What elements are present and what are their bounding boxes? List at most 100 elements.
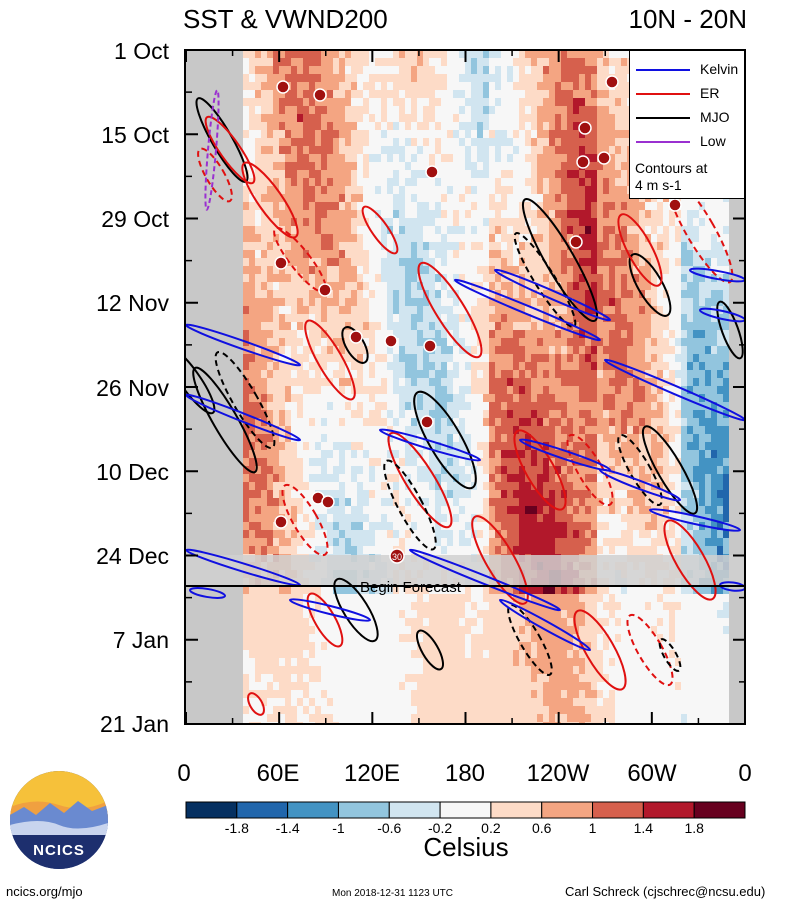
sst-cell: [459, 338, 465, 346]
sst-cell: [411, 498, 417, 506]
sst-cell: [339, 58, 345, 66]
sst-cell: [513, 530, 519, 538]
sst-cell: [279, 330, 285, 338]
sst-cell: [297, 274, 303, 282]
sst-cell: [369, 330, 375, 338]
sst-cell: [489, 210, 495, 218]
sst-cell: [435, 386, 441, 394]
sst-cell: [333, 146, 339, 154]
sst-cell: [297, 186, 303, 194]
sst-cell: [699, 234, 705, 242]
sst-cell: [381, 418, 387, 426]
sst-cell: [345, 490, 351, 498]
sst-cell: [507, 170, 513, 178]
sst-cell: [501, 426, 507, 434]
sst-cell: [693, 282, 699, 290]
sst-cell: [291, 322, 297, 330]
sst-cell: [363, 418, 369, 426]
sst-cell: [717, 426, 723, 434]
sst-cell: [555, 130, 561, 138]
sst-cell: [549, 498, 555, 506]
sst-cell: [399, 58, 405, 66]
sst-cell: [351, 274, 357, 282]
sst-cell: [387, 242, 393, 250]
sst-cell: [651, 346, 657, 354]
sst-cell: [513, 138, 519, 146]
sst-cell: [483, 154, 489, 162]
sst-cell: [555, 154, 561, 162]
sst-cell: [567, 186, 573, 194]
sst-cell: [699, 346, 705, 354]
sst-cell: [327, 418, 333, 426]
sst-cell: [573, 282, 579, 290]
sst-cell: [495, 258, 501, 266]
sst-cell: [333, 58, 339, 66]
sst-cell: [279, 162, 285, 170]
sst-cell: [633, 458, 639, 466]
sst-cell: [267, 154, 273, 162]
sst-cell: [393, 298, 399, 306]
sst-cell: [609, 338, 615, 346]
sst-cell: [567, 50, 573, 58]
sst-cell: [465, 218, 471, 226]
sst-cell: [507, 146, 513, 154]
sst-cell: [489, 506, 495, 514]
sst-cell: [711, 362, 717, 370]
sst-cell: [375, 234, 381, 242]
sst-cell: [315, 338, 321, 346]
sst-cell: [279, 202, 285, 210]
sst-cell: [297, 386, 303, 394]
sst-cell: [621, 330, 627, 338]
sst-cell: [327, 434, 333, 442]
sst-cell: [243, 386, 249, 394]
sst-cell: [375, 50, 381, 58]
sst-cell: [327, 90, 333, 98]
sst-cell: [369, 90, 375, 98]
sst-cell: [471, 66, 477, 74]
sst-cell: [417, 394, 423, 402]
sst-cell: [393, 346, 399, 354]
sst-cell: [471, 362, 477, 370]
sst-cell: [339, 306, 345, 314]
sst-cell: [417, 482, 423, 490]
sst-cell: [465, 266, 471, 274]
sst-cell: [315, 314, 321, 322]
sst-cell: [369, 282, 375, 290]
sst-cell: [447, 362, 453, 370]
sst-cell: [327, 394, 333, 402]
sst-cell: [645, 218, 651, 226]
sst-cell: [693, 314, 699, 322]
sst-cell: [495, 322, 501, 330]
sst-cell: [633, 450, 639, 458]
sst-cell: [405, 258, 411, 266]
sst-cell: [357, 186, 363, 194]
sst-cell: [567, 58, 573, 66]
sst-cell: [639, 490, 645, 498]
sst-cell: [279, 186, 285, 194]
sst-cell: [321, 162, 327, 170]
sst-cell: [291, 106, 297, 114]
sst-cell: [639, 426, 645, 434]
sst-cell: [243, 458, 249, 466]
sst-cell: [669, 410, 675, 418]
sst-cell: [327, 66, 333, 74]
sst-cell: [357, 354, 363, 362]
sst-cell: [681, 314, 687, 322]
sst-cell: [387, 402, 393, 410]
sst-cell: [537, 82, 543, 90]
sst-cell: [441, 186, 447, 194]
sst-cell: [561, 274, 567, 282]
sst-cell: [669, 474, 675, 482]
sst-cell: [645, 226, 651, 234]
sst-cell: [255, 130, 261, 138]
sst-cell: [255, 114, 261, 122]
sst-cell: [609, 522, 615, 530]
sst-cell: [543, 66, 549, 74]
sst-cell: [405, 378, 411, 386]
sst-cell: [249, 138, 255, 146]
sst-cell: [363, 138, 369, 146]
sst-cell: [285, 170, 291, 178]
sst-cell: [585, 514, 591, 522]
sst-cell: [501, 226, 507, 234]
sst-cell: [405, 242, 411, 250]
